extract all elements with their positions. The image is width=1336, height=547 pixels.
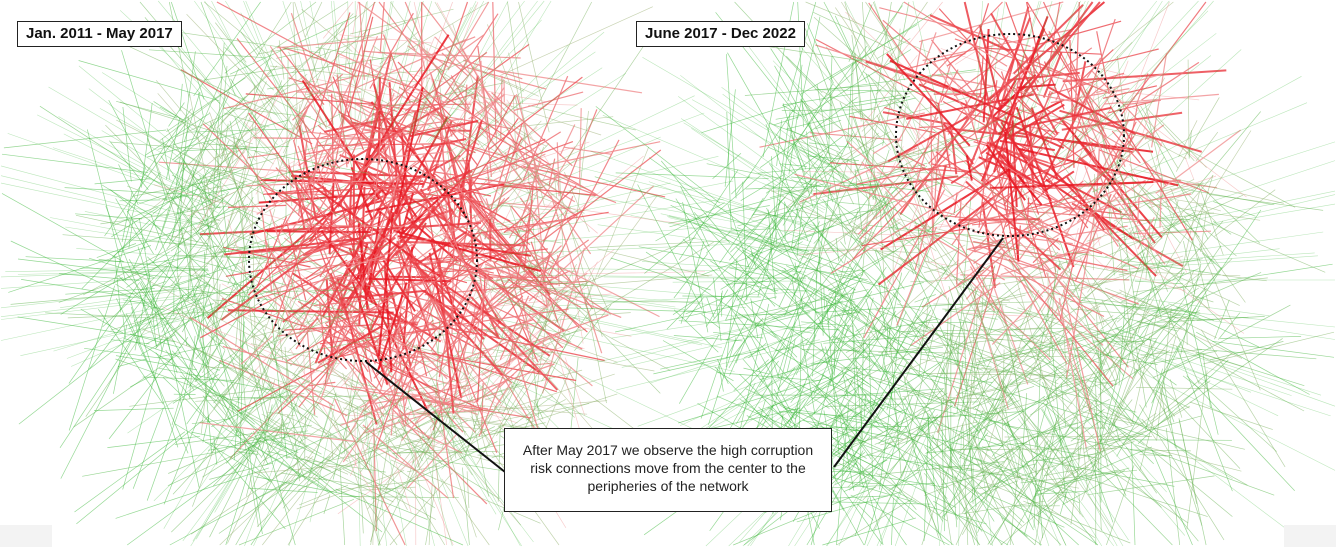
highlight-ellipse-periphery	[895, 33, 1125, 237]
highlight-ellipse-center	[248, 158, 478, 362]
network-graph-2011-2017	[0, 0, 751, 547]
corner-shade-left	[0, 525, 52, 547]
corner-shade-right	[1284, 525, 1336, 547]
annotation-callout: After May 2017 we observe the high corru…	[504, 428, 832, 512]
panel-label-left: Jan. 2011 - May 2017	[17, 21, 182, 47]
callout-line-right	[833, 237, 1004, 468]
callout-line-left	[365, 361, 506, 473]
network-graph-2017-2022	[532, 0, 1336, 547]
annotation-text: After May 2017 we observe the high corru…	[522, 442, 814, 494]
panel-label-right: June 2017 - Dec 2022	[636, 21, 805, 47]
